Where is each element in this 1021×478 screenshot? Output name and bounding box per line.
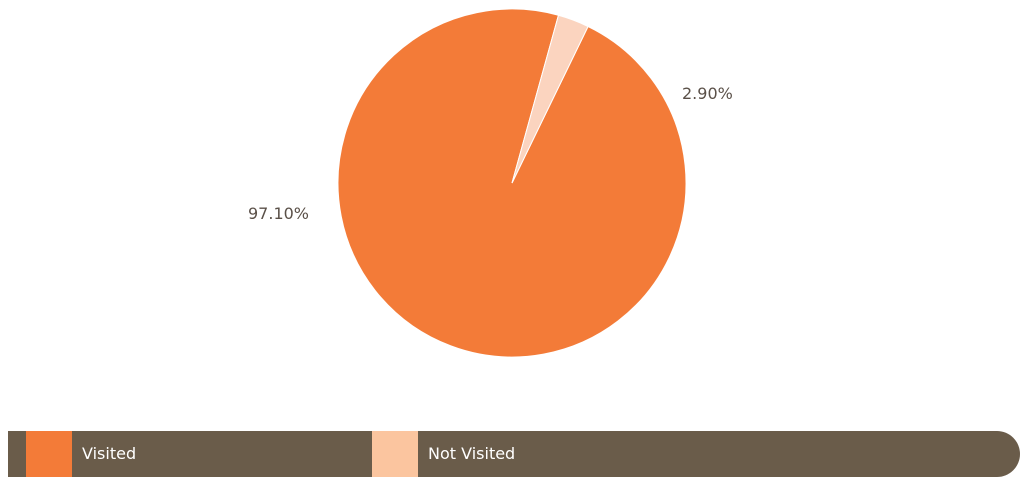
legend: Visited Not Visited (8, 431, 1020, 477)
legend-swatch-not-visited (372, 431, 418, 477)
legend-item-visited: Visited (8, 431, 368, 477)
slice-label-not-visited: 2.90% (682, 84, 733, 103)
legend-label-visited: Visited (82, 444, 137, 463)
pie-chart: 97.10% 2.90% (248, 8, 733, 358)
slice-label-visited: 97.10% (248, 204, 309, 223)
legend-swatch-visited (26, 431, 72, 477)
pie-slices (337, 8, 687, 358)
legend-item-not-visited: Not Visited (372, 431, 772, 477)
pie-slice-not-visited (511, 14, 589, 184)
legend-label-not-visited: Not Visited (428, 444, 516, 463)
